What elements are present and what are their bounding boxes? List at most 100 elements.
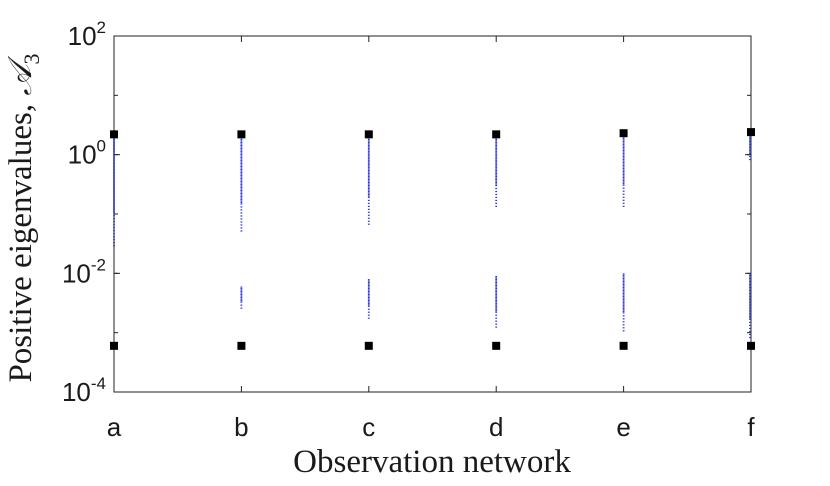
eigenvalue-point <box>113 177 115 179</box>
eigenvalue-point <box>495 152 498 154</box>
eigenvalue-point <box>749 297 751 299</box>
eigenvalue-point <box>367 208 370 210</box>
eigenvalue-point <box>113 153 115 155</box>
eigenvalue-point <box>622 167 625 170</box>
eigenvalue-point <box>240 159 243 162</box>
eigenvalue-point <box>240 230 243 232</box>
eigenvalue-point <box>622 295 625 297</box>
eigenvalue-point <box>622 279 625 281</box>
eigenvalue-square-marker <box>619 341 628 350</box>
eigenvalue-point <box>113 152 115 154</box>
eigenvalue-point <box>113 204 115 206</box>
eigenvalue-point <box>367 150 370 152</box>
eigenvalue-point <box>367 217 370 219</box>
eigenvalue-point <box>495 187 498 190</box>
eigenvalue-point <box>240 141 243 144</box>
eigenvalue-point <box>749 305 751 307</box>
eigenvalue-point <box>113 164 115 166</box>
y-tick-label: 10-4 <box>62 374 106 407</box>
eigenvalue-point <box>749 142 751 144</box>
eigenvalue-point <box>495 168 498 170</box>
eigenvalue-point <box>113 141 115 144</box>
eigenvalue-point <box>749 277 751 280</box>
eigenvalue-point <box>622 173 625 176</box>
eigenvalue-point <box>495 289 498 291</box>
eigenvalue-point <box>113 165 115 167</box>
eigenvalue-point <box>367 181 370 184</box>
eigenvalue-point <box>113 201 115 203</box>
eigenvalue-point <box>495 314 498 316</box>
eigenvalue-point <box>622 143 625 145</box>
eigenvalue-point <box>367 168 370 170</box>
eigenvalue-point <box>749 285 751 287</box>
eigenvalue-point <box>240 161 243 163</box>
eigenvalue-point <box>622 137 625 139</box>
eigenvalue-point <box>495 199 498 202</box>
eigenvalue-point <box>240 191 243 193</box>
eigenvalue-point <box>367 158 370 160</box>
eigenvalue-point <box>749 315 751 317</box>
eigenvalue-square-marker <box>110 130 118 139</box>
eigenvalue-point <box>495 295 498 297</box>
eigenvalue-point <box>367 311 370 313</box>
eigenvalue-point <box>113 146 115 148</box>
eigenvalue-point <box>113 174 115 176</box>
eigenvalue-point <box>495 293 498 296</box>
eigenvalue-point <box>495 155 498 157</box>
eigenvalue-point <box>749 293 751 295</box>
eigenvalue-point <box>622 310 625 312</box>
eigenvalue-point <box>367 290 370 293</box>
eigenvalue-point <box>749 144 751 146</box>
x-tick-label: d <box>489 412 503 442</box>
eigenvalue-point <box>367 220 370 222</box>
eigenvalue-point <box>113 245 115 247</box>
eigenvalue-point <box>622 140 625 142</box>
eigenvalue-point <box>113 144 115 147</box>
eigenvalue-point <box>367 173 370 175</box>
eigenvalue-point <box>240 158 243 160</box>
eigenvalue-point <box>495 164 498 166</box>
eigenvalue-point <box>495 178 498 181</box>
eigenvalue-point <box>622 180 625 182</box>
eigenvalue-point <box>749 302 751 304</box>
eigenvalue-point <box>113 207 115 209</box>
eigenvalue-point <box>240 221 243 223</box>
eigenvalue-point <box>367 174 370 176</box>
eigenvalue-point <box>240 188 243 190</box>
eigenvalue-point <box>113 140 115 142</box>
eigenvalue-point <box>495 196 498 199</box>
y-axis-title-subscript: 3 <box>19 53 44 64</box>
eigenvalue-point <box>495 183 498 185</box>
eigenvalue-point <box>367 305 370 307</box>
eigenvalue-point <box>113 227 115 229</box>
eigenvalue-square-marker <box>237 341 246 350</box>
eigenvalue-point <box>367 159 370 161</box>
eigenvalue-point <box>749 145 751 147</box>
eigenvalue-point <box>495 190 498 193</box>
eigenvalue-point <box>367 155 370 157</box>
eigenvalue-point <box>495 138 498 141</box>
eigenvalue-point <box>749 155 751 158</box>
x-axis-title: Observation network <box>293 444 571 480</box>
eigenvalue-point <box>367 314 370 316</box>
eigenvalue-point <box>495 180 498 182</box>
eigenvalue-point <box>749 299 751 301</box>
eigenvalue-point <box>749 330 751 333</box>
eigenvalue-square-marker <box>237 130 246 139</box>
eigenvalue-point <box>495 202 498 204</box>
eigenvalue-point <box>113 233 115 235</box>
y-tick-base: 10 <box>62 258 91 288</box>
eigenvalue-point <box>622 152 625 155</box>
eigenvalue-point <box>113 138 115 141</box>
eigenvalue-point <box>113 186 115 188</box>
eigenvalue-point <box>367 292 370 294</box>
eigenvalue-point <box>240 155 243 157</box>
eigenvalue-point <box>367 193 370 196</box>
eigenvalue-point <box>622 139 625 141</box>
eigenvalue-point <box>113 150 115 153</box>
eigenvalue-point <box>495 140 498 142</box>
eigenvalue-point <box>367 187 370 190</box>
eigenvalue-point <box>367 183 370 185</box>
eigenvalue-point <box>495 287 498 290</box>
eigenvalue-point <box>622 288 625 290</box>
